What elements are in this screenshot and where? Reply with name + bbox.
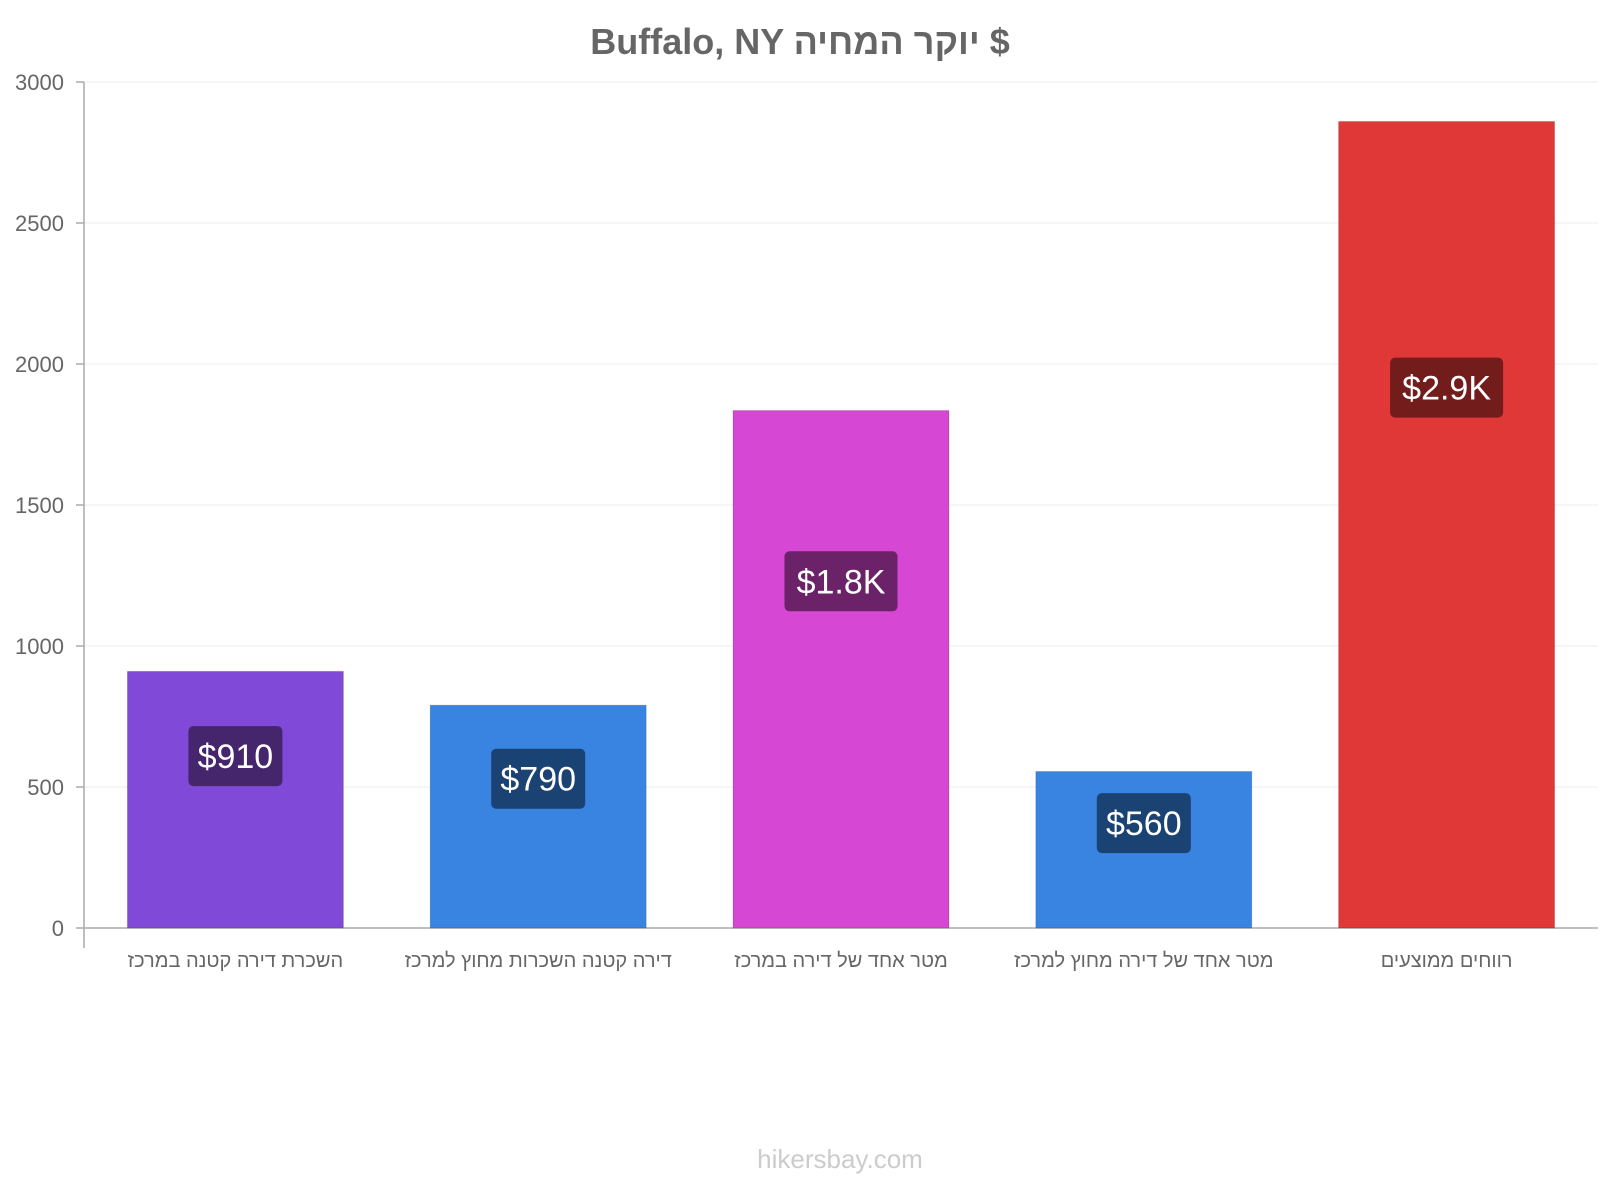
x-tick-label: רווחים ממוצעים (1381, 950, 1513, 972)
bar (732, 410, 950, 929)
data-label-background (188, 726, 283, 787)
data-label-background (1390, 357, 1504, 418)
bar (429, 704, 647, 929)
y-axis-ticks: 0 500 1000 1500 2000 2500 3000 (15, 70, 84, 941)
x-tick-label: מטר אחד של דירה מחוץ למרכז (1014, 950, 1273, 972)
y-tick-label: 0 (52, 916, 64, 941)
data-label: $790 (500, 761, 576, 799)
data-label: $910 (198, 738, 274, 776)
watermark: hikersbay.com (757, 1144, 923, 1174)
data-label: $560 (1106, 805, 1182, 843)
chart-title: Buffalo, NY יוקר המחיה $ (590, 21, 1010, 62)
bar (1338, 120, 1556, 929)
y-tick-label: 2000 (15, 352, 64, 377)
data-label-background (784, 551, 898, 612)
x-tick-label: מטר אחד של דירה במרכז (734, 950, 948, 972)
data-label-background (1096, 793, 1191, 854)
data-label-background (491, 748, 586, 809)
y-tick-label: 1500 (15, 493, 64, 518)
x-axis-ticks: השכרת דירה קטנה במרכז דירה קטנה השכרות מח… (128, 950, 1513, 972)
data-label: $1.8K (797, 563, 886, 601)
bar (126, 670, 344, 929)
y-tick-label: 500 (27, 775, 64, 800)
y-tick-label: 1000 (15, 634, 64, 659)
bars: $910 $790 $1.8K $560 $2.9K (126, 120, 1556, 929)
y-tick-label: 2500 (15, 211, 64, 236)
data-label: $2.9K (1402, 370, 1491, 408)
x-tick-label: דירה קטנה השכרות מחוץ למרכז (405, 950, 672, 972)
x-tick-label: השכרת דירה קטנה במרכז (128, 950, 343, 972)
y-tick-label: 3000 (15, 70, 64, 95)
